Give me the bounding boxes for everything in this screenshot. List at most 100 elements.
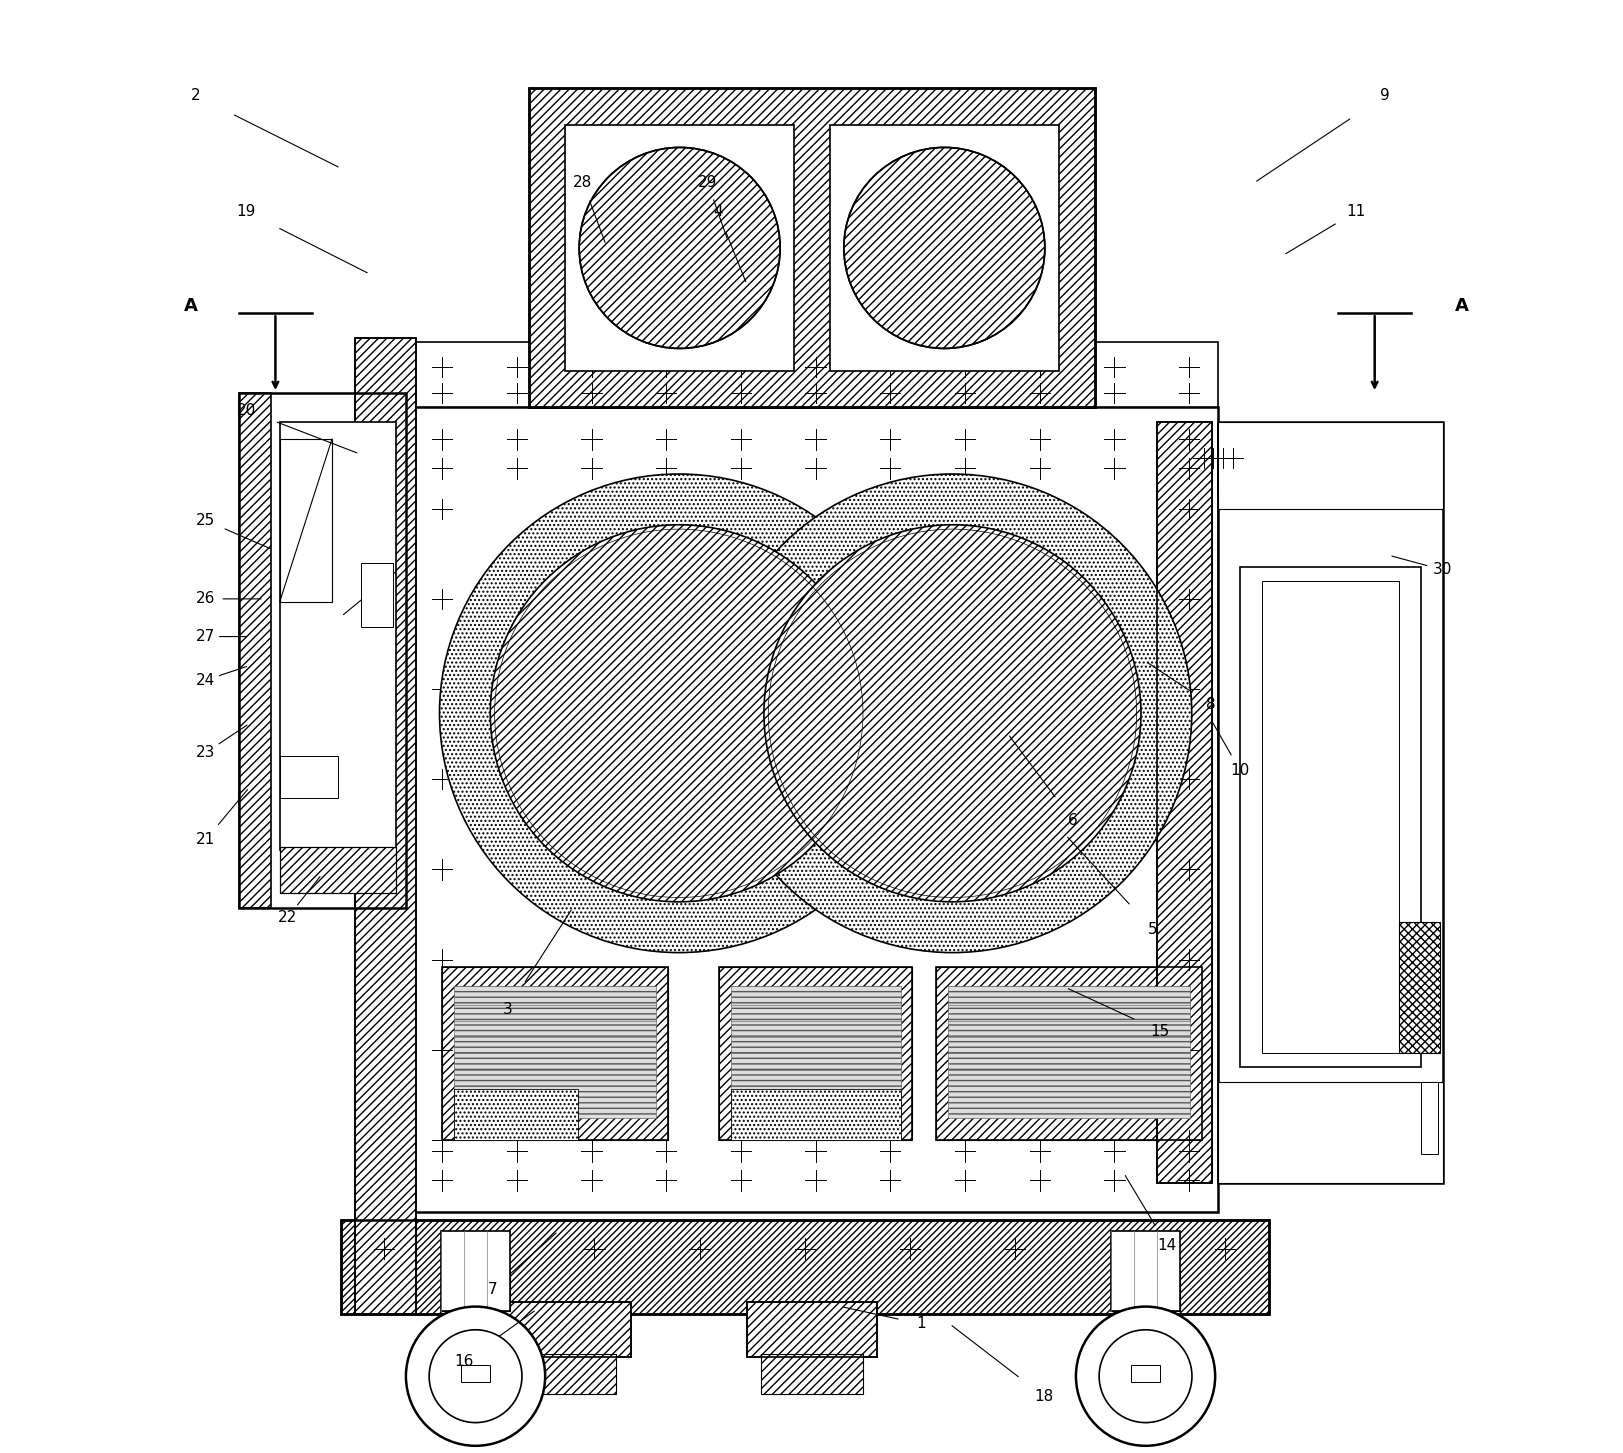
Bar bbox=[453, 1035, 656, 1053]
Bar bbox=[1217, 1082, 1441, 1183]
Bar bbox=[948, 1051, 1190, 1069]
Text: 28: 28 bbox=[573, 176, 592, 190]
Bar bbox=[948, 987, 1190, 1005]
Bar bbox=[355, 339, 415, 1314]
Bar bbox=[446, 1271, 505, 1287]
Bar bbox=[1261, 581, 1399, 1053]
Bar bbox=[1217, 421, 1441, 509]
Text: 27: 27 bbox=[196, 629, 216, 644]
Bar bbox=[829, 125, 1058, 371]
Bar bbox=[279, 439, 331, 602]
Bar bbox=[730, 987, 901, 1005]
Text: 5: 5 bbox=[1147, 923, 1157, 937]
Bar bbox=[1110, 1271, 1180, 1311]
Circle shape bbox=[428, 1329, 521, 1422]
Circle shape bbox=[440, 474, 917, 953]
Bar bbox=[730, 1067, 901, 1085]
Text: 14: 14 bbox=[1157, 1238, 1177, 1252]
Bar bbox=[747, 1302, 876, 1357]
Bar bbox=[500, 1302, 630, 1357]
Bar bbox=[453, 1082, 656, 1101]
Bar bbox=[453, 987, 656, 1005]
Bar bbox=[719, 968, 912, 1139]
Text: 2: 2 bbox=[192, 89, 200, 103]
Bar bbox=[1157, 421, 1211, 1183]
Circle shape bbox=[1076, 1306, 1214, 1446]
Bar bbox=[412, 407, 1217, 1212]
Bar bbox=[453, 1090, 578, 1139]
Bar bbox=[239, 392, 406, 908]
Text: 6: 6 bbox=[1068, 814, 1078, 828]
Bar bbox=[279, 847, 396, 894]
Bar bbox=[441, 968, 667, 1139]
Bar bbox=[936, 968, 1201, 1139]
Bar bbox=[747, 1302, 876, 1357]
Bar bbox=[461, 1364, 490, 1382]
Bar bbox=[279, 847, 396, 894]
Bar bbox=[565, 125, 794, 371]
Bar bbox=[1120, 1252, 1169, 1263]
Text: 22: 22 bbox=[278, 911, 297, 926]
Bar bbox=[453, 1019, 656, 1037]
Bar bbox=[730, 1082, 901, 1101]
Text: 25: 25 bbox=[196, 513, 216, 527]
Bar bbox=[730, 1051, 901, 1069]
Bar bbox=[1420, 1082, 1438, 1154]
Text: 30: 30 bbox=[1431, 562, 1451, 577]
Bar bbox=[1110, 1231, 1180, 1311]
Bar bbox=[529, 89, 1094, 407]
Bar bbox=[948, 1082, 1190, 1101]
Text: 1: 1 bbox=[915, 1316, 925, 1331]
Bar bbox=[948, 1067, 1190, 1085]
Text: 16: 16 bbox=[454, 1354, 474, 1369]
Bar bbox=[730, 1100, 901, 1117]
Circle shape bbox=[490, 525, 867, 902]
Bar bbox=[730, 1035, 901, 1053]
Circle shape bbox=[579, 147, 779, 349]
Bar bbox=[440, 1271, 510, 1311]
Text: 4: 4 bbox=[712, 205, 722, 219]
Circle shape bbox=[712, 474, 1191, 953]
Bar bbox=[1157, 421, 1211, 1183]
Bar bbox=[453, 1051, 656, 1069]
Bar bbox=[1130, 1364, 1159, 1382]
Circle shape bbox=[763, 525, 1141, 902]
Text: 9: 9 bbox=[1380, 89, 1389, 103]
Text: 15: 15 bbox=[1149, 1023, 1169, 1039]
Bar bbox=[453, 1100, 656, 1117]
Bar bbox=[1115, 1271, 1175, 1287]
Text: A: A bbox=[185, 296, 198, 315]
Text: 7: 7 bbox=[489, 1282, 498, 1296]
Bar bbox=[279, 421, 396, 850]
Bar bbox=[761, 1354, 862, 1393]
Text: 19: 19 bbox=[237, 205, 256, 219]
Text: 18: 18 bbox=[1034, 1389, 1053, 1404]
Bar bbox=[440, 1231, 510, 1311]
Text: 24: 24 bbox=[196, 673, 216, 687]
Bar bbox=[529, 89, 1094, 407]
Bar bbox=[500, 1302, 630, 1357]
Bar bbox=[730, 1019, 901, 1037]
Text: 11: 11 bbox=[1345, 205, 1365, 219]
Bar bbox=[719, 968, 912, 1139]
Bar bbox=[730, 1090, 901, 1139]
Bar bbox=[360, 564, 393, 628]
Bar bbox=[341, 1219, 1268, 1314]
Bar bbox=[441, 968, 667, 1139]
Bar bbox=[341, 1219, 1268, 1314]
Bar bbox=[514, 1354, 615, 1393]
Circle shape bbox=[844, 147, 1044, 349]
Bar bbox=[279, 756, 338, 799]
Bar bbox=[1238, 567, 1420, 1068]
Text: 8: 8 bbox=[1206, 697, 1216, 712]
Bar bbox=[948, 1035, 1190, 1053]
Text: 21: 21 bbox=[196, 833, 216, 847]
Bar bbox=[453, 1003, 656, 1021]
Text: 3: 3 bbox=[502, 1001, 511, 1017]
Text: 23: 23 bbox=[196, 745, 216, 760]
Bar bbox=[453, 1067, 656, 1085]
Bar bbox=[936, 968, 1201, 1139]
Circle shape bbox=[1099, 1329, 1191, 1422]
Bar bbox=[412, 343, 1217, 407]
Bar bbox=[1399, 923, 1440, 1053]
